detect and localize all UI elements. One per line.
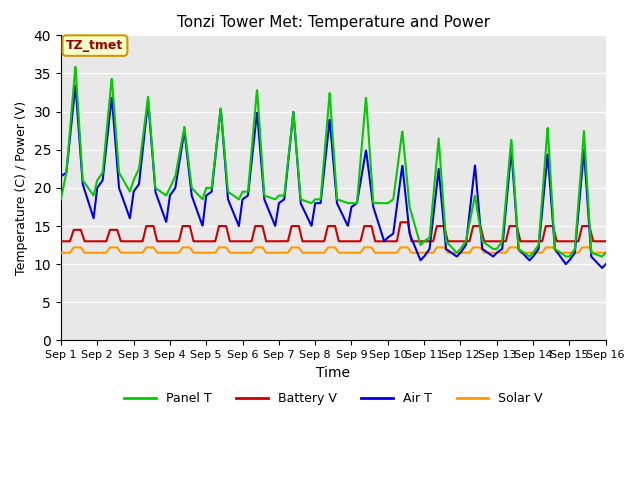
X-axis label: Time: Time (316, 366, 350, 380)
Y-axis label: Temperature (C) / Power (V): Temperature (C) / Power (V) (15, 101, 28, 275)
Title: Tonzi Tower Met: Temperature and Power: Tonzi Tower Met: Temperature and Power (177, 15, 490, 30)
Text: TZ_tmet: TZ_tmet (67, 39, 124, 52)
Legend: Panel T, Battery V, Air T, Solar V: Panel T, Battery V, Air T, Solar V (120, 387, 547, 410)
